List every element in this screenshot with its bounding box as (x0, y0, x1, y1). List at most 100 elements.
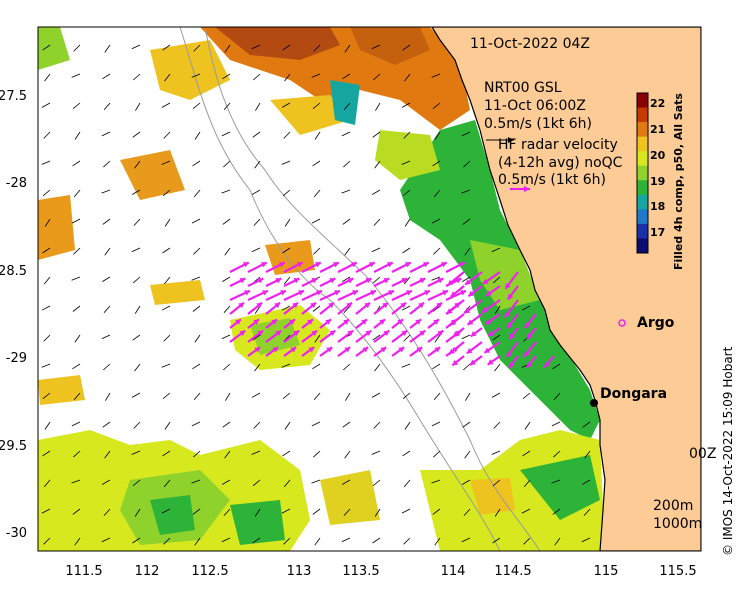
model-vector (132, 276, 141, 284)
hf-vector-head (316, 290, 322, 296)
model-vector (461, 334, 471, 340)
model-vector (281, 102, 291, 108)
model-vector (343, 305, 351, 313)
model-vector (312, 508, 321, 515)
hf-vector-head (397, 319, 403, 325)
model-vector (403, 276, 411, 285)
model-vector (344, 247, 351, 256)
y-tick-label: -29 (5, 351, 27, 366)
model-vector (103, 160, 111, 168)
hf-vector-head (487, 359, 494, 365)
model-vector (133, 73, 141, 81)
hf-vector-head (275, 330, 282, 336)
model-vector (101, 537, 111, 543)
hf-vector-head (278, 262, 285, 268)
model-vector (44, 73, 51, 82)
model-vector (105, 392, 111, 401)
model-vector (41, 102, 51, 108)
colorbar-tick: 19 (650, 175, 666, 188)
hf-vector-head (289, 319, 295, 325)
model-vector (463, 363, 471, 371)
hf-vector-head (401, 330, 408, 336)
model-vector (225, 392, 231, 401)
model-vector (342, 479, 351, 485)
hf-vector-head (257, 330, 264, 336)
model-vector (553, 450, 561, 458)
model-vector (343, 102, 351, 111)
model-vector (193, 450, 201, 458)
model-vector (313, 392, 321, 401)
model-vector (104, 247, 111, 256)
hf-vector-head (401, 278, 408, 284)
hf-vector-head (460, 290, 466, 296)
model-vector (372, 537, 381, 544)
model-vector (551, 421, 561, 427)
colorbar-segment (637, 151, 648, 167)
model-vector (314, 334, 321, 343)
sst-patch (330, 80, 360, 125)
model-vector (431, 479, 441, 484)
model-vector (191, 218, 201, 224)
hf-vector-head (364, 302, 370, 309)
hf-vector-head (424, 290, 430, 296)
model-vector (431, 73, 441, 78)
model-vector (404, 421, 411, 430)
model-vector (102, 73, 111, 80)
model-vector (343, 160, 351, 168)
land (431, 27, 701, 551)
sst-patch (520, 455, 600, 520)
model-vector (101, 189, 111, 194)
sst-patch (150, 495, 195, 535)
hf-vector-head (239, 330, 246, 336)
model-vector (74, 131, 81, 140)
hf-vector-head (352, 290, 358, 296)
model-vector (103, 305, 111, 313)
model-vector (402, 392, 411, 400)
model-vector (372, 189, 381, 195)
model-vector (524, 421, 531, 430)
hf-vector-head (398, 347, 405, 353)
sst-patch (350, 27, 430, 65)
hf-vector-head (328, 302, 334, 309)
credit-text: © IMOS 14-Oct-2022 15:09 Hobart (721, 346, 735, 556)
hf-vector-head (292, 302, 298, 309)
model-vector (71, 421, 81, 427)
hf-vector-head (419, 330, 426, 336)
model-vector (163, 479, 171, 488)
model-vector (404, 218, 411, 227)
model-vector (371, 450, 381, 455)
model-vector (494, 363, 501, 372)
model-vector (191, 421, 201, 427)
model-vector (102, 276, 111, 282)
model-vector (101, 334, 111, 340)
model-vector (44, 218, 51, 227)
model-vector (161, 102, 171, 108)
model-vector (581, 537, 591, 543)
hf-vector-head (293, 330, 300, 336)
model-vector (71, 276, 81, 281)
model-vector (222, 276, 231, 282)
model-vector (102, 218, 111, 225)
hf-vector-head (307, 319, 313, 325)
model-vector (222, 73, 231, 80)
depth-legend-1000: 1000m (653, 516, 703, 532)
model-vector (163, 131, 171, 139)
model-vector (492, 334, 501, 341)
sst-patch (38, 27, 70, 70)
hf-vector-head (368, 262, 375, 268)
model-vector (72, 363, 81, 370)
hf-vector-head (314, 262, 321, 268)
hf-vector-head (452, 360, 459, 366)
x-tick-label: 111.5 (65, 564, 103, 579)
hf-vector-head (467, 319, 474, 325)
model-vector (401, 305, 411, 311)
hf-vector-head (298, 290, 304, 296)
hf-vector-head (370, 290, 376, 296)
model-vector (462, 218, 471, 225)
model-vector (191, 479, 201, 484)
colorbar-segment (637, 136, 648, 152)
y-tick-label: 27.5 (0, 89, 27, 104)
model-vector (163, 276, 171, 285)
hf-vector-head (365, 330, 372, 336)
nrt-legend-line2: 11-Oct 06:00Z (484, 98, 586, 114)
